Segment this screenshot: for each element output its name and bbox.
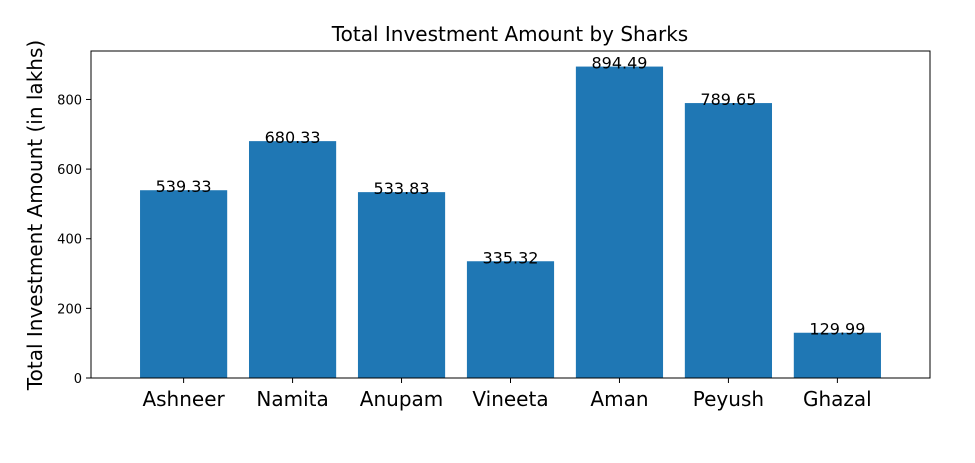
x-tick-label-peyush: Peyush — [693, 387, 764, 411]
plot-frame — [90, 50, 931, 379]
x-tick-label-namita: Namita — [256, 387, 328, 411]
bar-ghazal — [793, 332, 881, 378]
y-tick-label: 200 — [57, 302, 82, 317]
bar-anupam — [357, 192, 446, 378]
bar-aman — [575, 66, 664, 378]
data-label-namita: 680.33 — [265, 128, 321, 147]
y-axis-ticks: 0 200 400 600 800 — [57, 93, 91, 387]
y-tick-label: 0 — [74, 372, 82, 387]
bar-namita — [248, 141, 337, 378]
y-tick-label: 400 — [57, 233, 82, 248]
data-label-anupam: 533.83 — [374, 179, 430, 198]
data-label-ashneer: 539.33 — [156, 177, 212, 196]
data-label-vineeta: 335.32 — [483, 248, 539, 267]
x-axis-ticks: Ashneer Namita Anupam Vineeta Aman Peyush Ghaz… — [142, 378, 872, 411]
data-label-aman: 894.49 — [591, 54, 647, 73]
y-tick-label: 800 — [57, 93, 82, 108]
bar-peyush — [684, 103, 773, 379]
y-tick-label: 600 — [57, 163, 82, 178]
x-tick-label-aman: Aman — [590, 387, 648, 411]
bars-group — [140, 66, 881, 379]
x-tick-label-ghazal: Ghazal — [803, 387, 872, 411]
data-labels-group: 539.33 680.33 533.83 335.32 894.49 789.65 129.… — [156, 54, 866, 339]
x-tick-label-anupam: Anupam — [360, 387, 443, 411]
chart-title: Total Investment Amount by Sharks — [331, 22, 688, 46]
x-tick-label-ashneer: Ashneer — [142, 387, 225, 411]
bar-ashneer — [140, 190, 228, 378]
x-tick-label-vineeta: Vineeta — [472, 387, 548, 411]
bar-vineeta — [466, 261, 555, 378]
data-label-ghazal: 129.99 — [809, 320, 865, 339]
data-label-peyush: 789.65 — [700, 90, 756, 109]
y-axis-label: Total Investment Amount (in lakhs) — [23, 40, 47, 391]
